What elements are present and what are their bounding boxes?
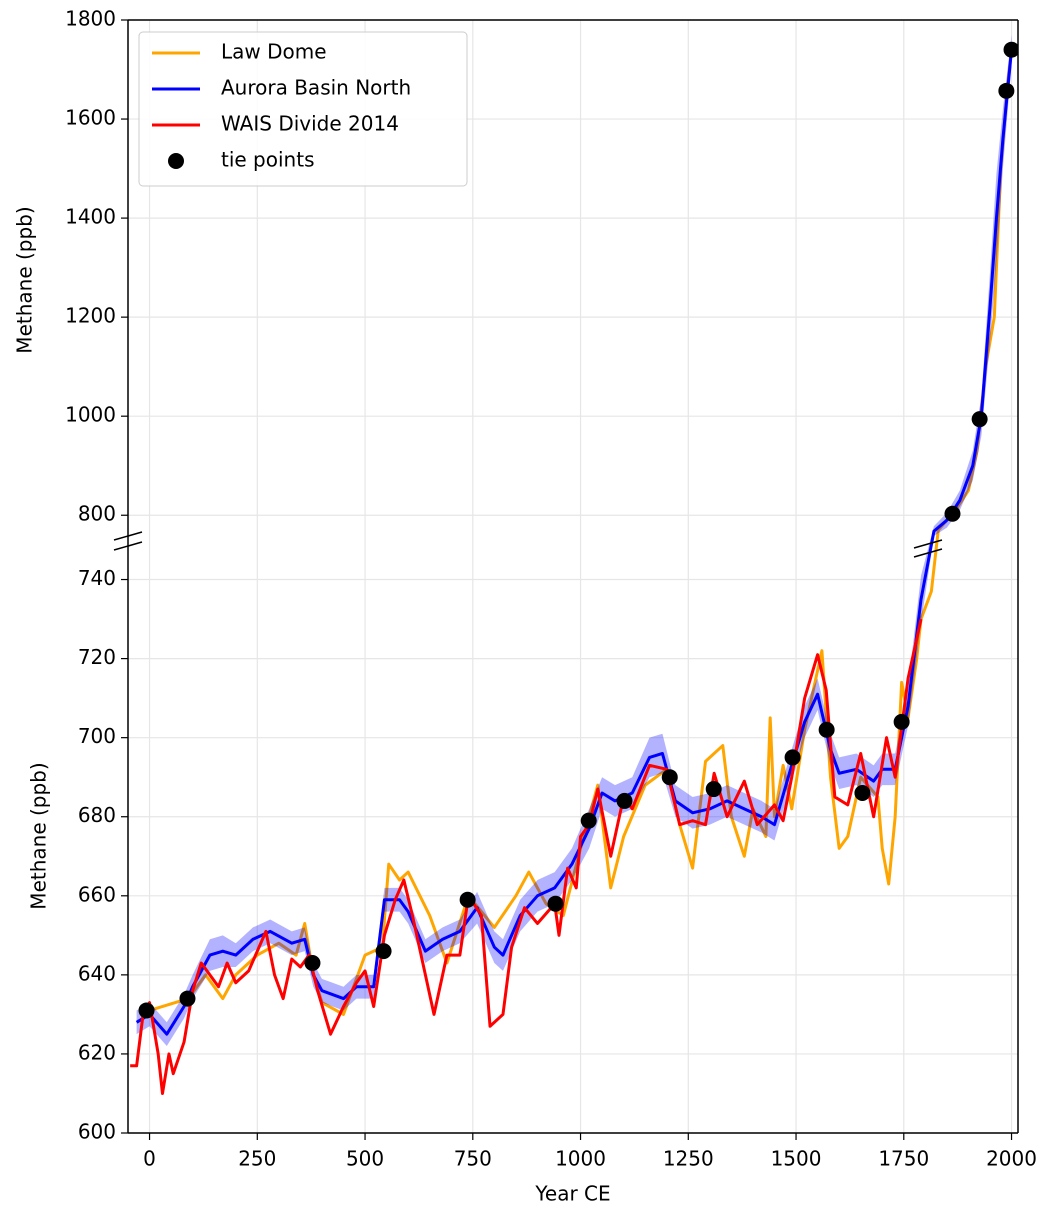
tie-point [138, 1002, 155, 1019]
axis-break [113, 531, 943, 558]
legend: Law Dome Aurora Basin North WAIS Divide 20… [138, 31, 468, 187]
legend-label: WAIS Divide 2014 [221, 112, 399, 136]
series-line [130, 618, 923, 1095]
x-tick-label: 1750 [878, 1147, 929, 1171]
tie-point [1003, 41, 1018, 58]
y-tick-label: 620 [78, 1040, 116, 1064]
tie-point [661, 769, 678, 786]
tie-point [375, 943, 392, 960]
tie-point [616, 792, 633, 809]
tie-point [784, 749, 801, 766]
x-tick-label: 500 [346, 1147, 384, 1171]
x-tick-label: 750 [454, 1147, 492, 1171]
y-tick-label: 700 [78, 724, 116, 748]
tie-point [304, 955, 321, 972]
tie-point [971, 411, 988, 428]
legend-box [138, 31, 468, 187]
legend-marker [168, 153, 184, 169]
tie-point [854, 785, 871, 802]
x-tick-label: 2000 [986, 1147, 1037, 1171]
x-tick-label: 0 [143, 1147, 156, 1171]
x-tick-label: 250 [238, 1147, 276, 1171]
legend-label: Law Dome [221, 40, 327, 64]
grid [128, 19, 1018, 1134]
uncertainty-band [136, 34, 1012, 1047]
plot-area [130, 34, 1018, 1095]
tie-point [580, 812, 597, 829]
y-tick-label: 1000 [65, 403, 116, 427]
x-tick-label: 1000 [555, 1147, 606, 1171]
tie-point [459, 891, 476, 908]
x-tick-label: 1250 [663, 1147, 714, 1171]
y-axis-label: Methane (ppb) [27, 762, 51, 909]
axes: Year CE Methane (ppb) Methane (ppb) 0 250… [13, 7, 1037, 1206]
y-tick-label: 680 [78, 803, 116, 827]
tie-point [998, 82, 1015, 99]
tie-point [179, 990, 196, 1007]
y-tick-label: 1200 [65, 304, 116, 328]
x-tick-label: 1500 [771, 1147, 822, 1171]
y-tick-label: 800 [78, 502, 116, 526]
y-tick-label: 600 [78, 1120, 116, 1144]
y-tick-label: 660 [78, 882, 116, 906]
y-tick-label: 740 [78, 566, 116, 590]
tie-point [944, 505, 961, 522]
legend-label: Aurora Basin North [221, 76, 411, 100]
tie-point [893, 713, 910, 730]
tie-point [705, 781, 722, 798]
tie-point [818, 721, 835, 738]
y-tick-label: 640 [78, 961, 116, 985]
y-tick-label: 720 [78, 645, 116, 669]
tie-point [547, 895, 564, 912]
y-tick-label: 1800 [65, 7, 116, 31]
legend-label: tie points [221, 148, 315, 172]
y-tick-label: 1400 [65, 205, 116, 229]
y-tick-label: 1600 [65, 106, 116, 130]
y-axis-label: Methane (ppb) [13, 206, 37, 353]
x-axis-label: Year CE [534, 1182, 610, 1206]
